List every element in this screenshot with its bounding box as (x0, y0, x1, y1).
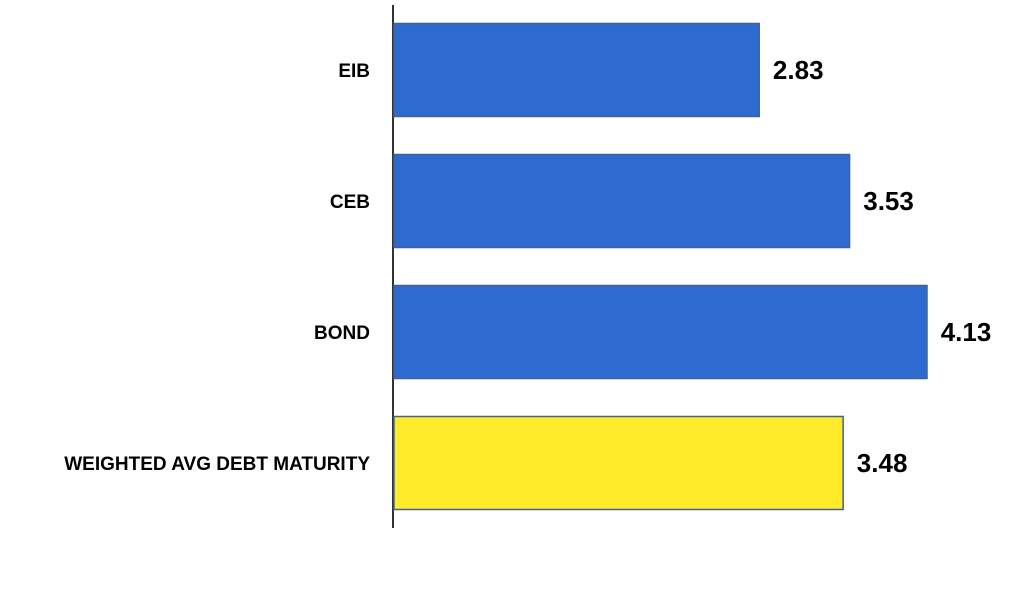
bar (393, 415, 844, 511)
bar (393, 153, 851, 249)
value-label: 4.13 (941, 317, 992, 347)
value-label: 3.48 (857, 448, 908, 478)
category-label: EIB (338, 61, 370, 82)
category-label: WEIGHTED AVG DEBT MATURITY (64, 454, 370, 475)
value-label: 3.53 (863, 186, 914, 216)
bar (393, 284, 928, 380)
bar (393, 22, 760, 118)
value-label: 2.83 (773, 55, 824, 85)
category-label: BOND (314, 323, 370, 344)
category-label: CEB (330, 192, 370, 213)
